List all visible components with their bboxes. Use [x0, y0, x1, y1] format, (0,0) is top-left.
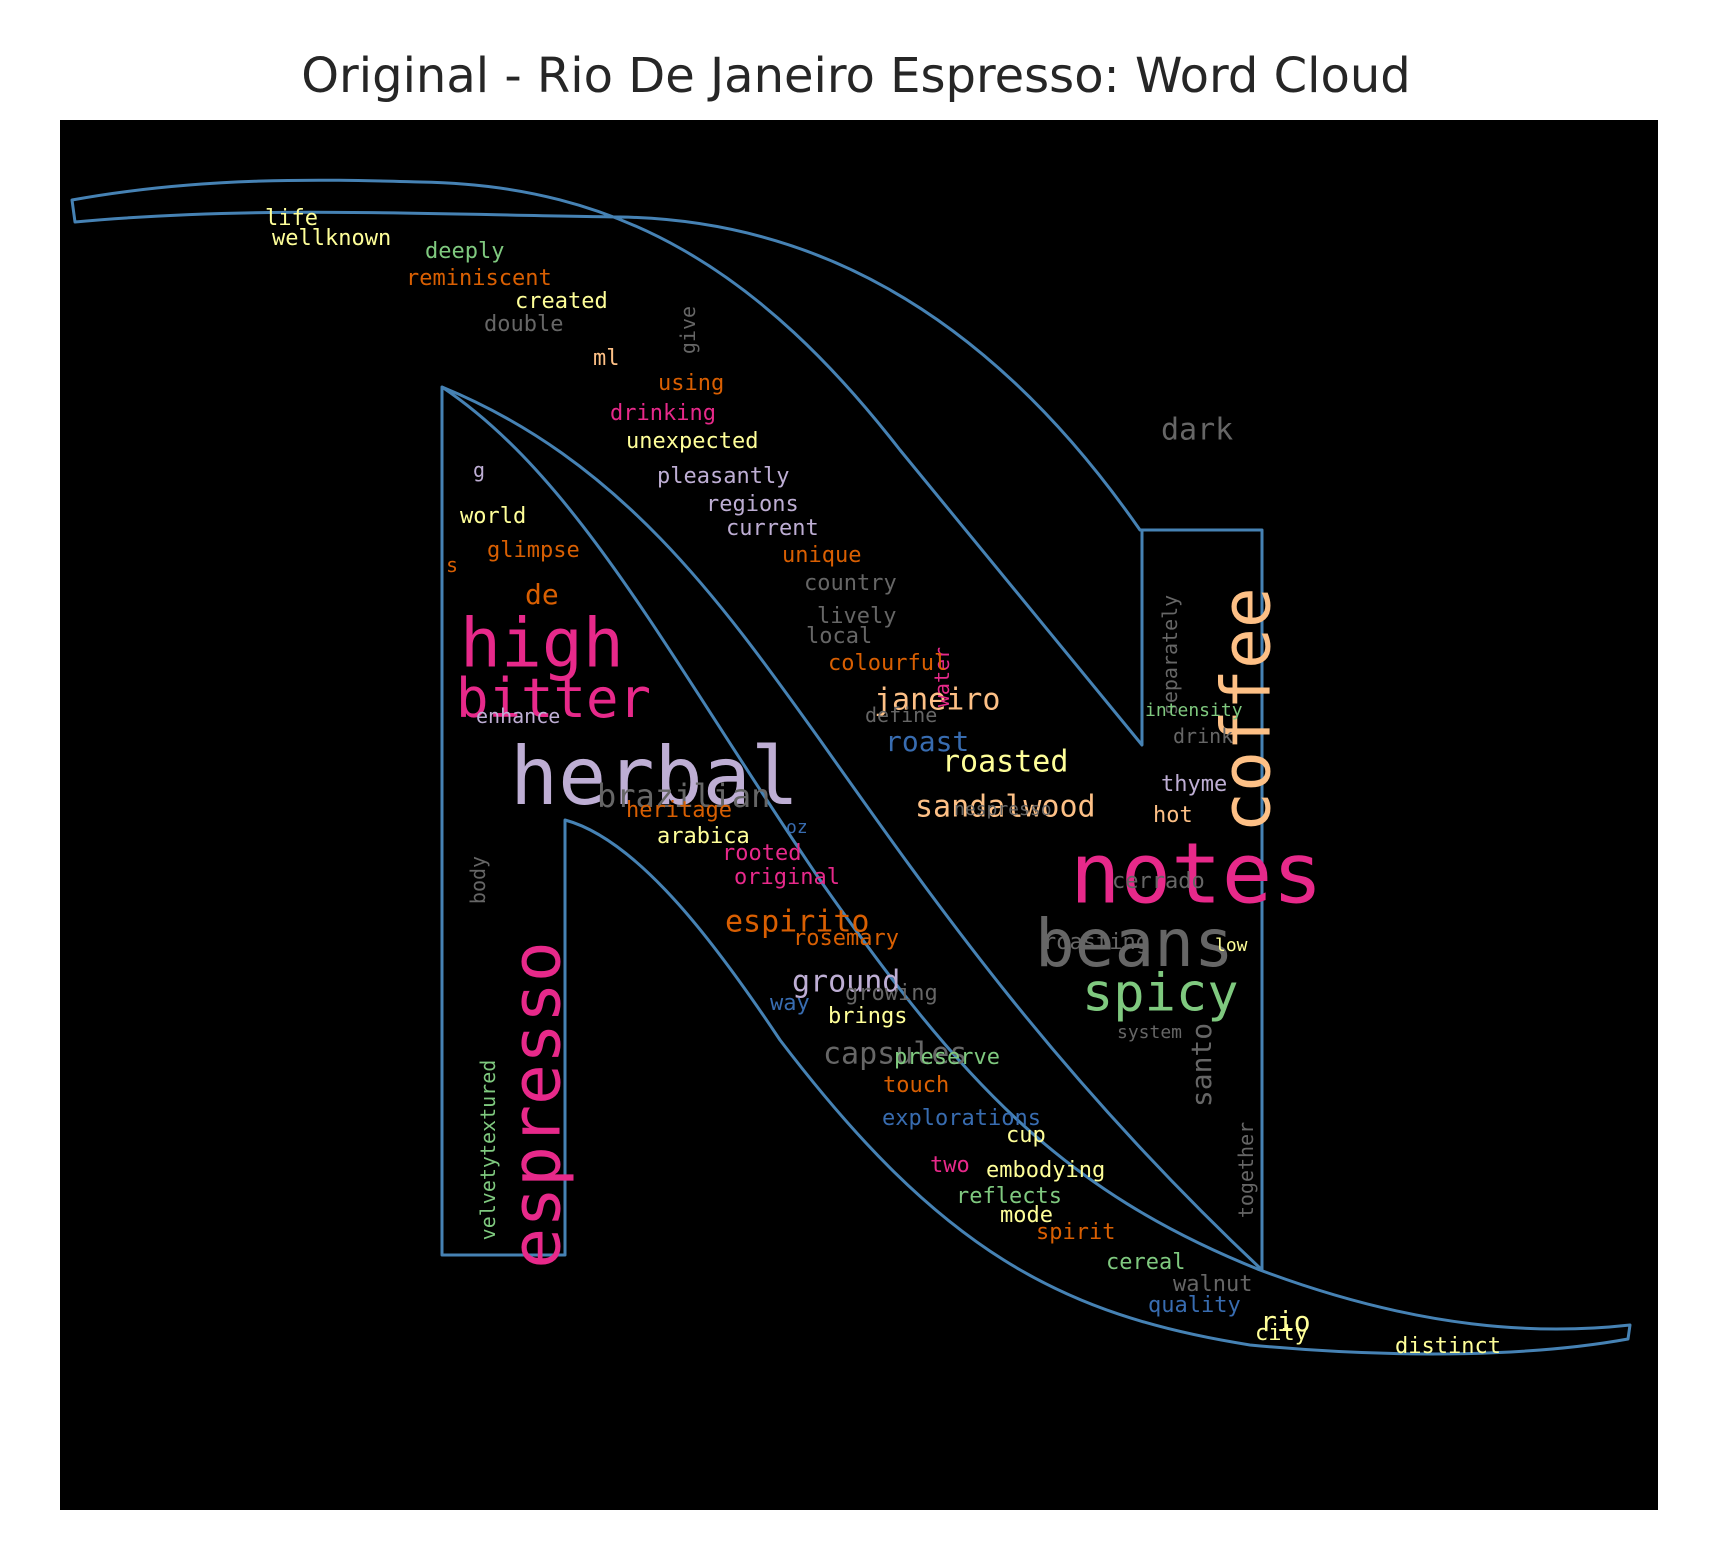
word-coffee: coffee	[1208, 587, 1287, 833]
word-cerrado: cerrado	[1112, 869, 1205, 894]
word-reminiscent: reminiscent	[406, 266, 552, 291]
word-capsules: capsules	[823, 1037, 968, 1072]
word-quality: quality	[1148, 1293, 1241, 1318]
word-two: two	[930, 1153, 970, 1178]
word-hot: hot	[1153, 803, 1193, 828]
word-pleasantly: pleasantly	[657, 464, 789, 489]
word-g: g	[473, 458, 485, 482]
word-reflects: reflects	[956, 1184, 1062, 1209]
word-embodying: embodying	[986, 1158, 1105, 1183]
word-regions: regions	[706, 492, 799, 517]
word-sandalwood: sandalwood	[915, 790, 1096, 825]
word-spicy: spicy	[1082, 964, 1239, 1024]
word-separately: separately	[1158, 595, 1182, 715]
word-santo: santo	[1185, 1023, 1218, 1107]
word-together: together	[1234, 1122, 1258, 1218]
word-rooted: rooted	[722, 841, 801, 866]
word-current: current	[726, 516, 819, 541]
word-ml: ml	[593, 346, 620, 371]
word-group: notes herbal espresso coffee beans highbitter…	[265, 206, 1501, 1359]
word-body: body	[466, 856, 490, 904]
logo-outline-left-stem	[440, 385, 1632, 1356]
word-intensity: intensity	[1145, 700, 1243, 721]
word-roasting: roasting	[1043, 930, 1149, 955]
word-rio: rio	[1260, 1305, 1311, 1338]
figure-title: Original - Rio De Janeiro Espresso: Word…	[301, 48, 1411, 104]
word-cup: cup	[1006, 1123, 1046, 1148]
word-system: system	[1117, 1022, 1182, 1043]
word-espresso: espresso	[498, 941, 577, 1269]
word-oz: oz	[786, 817, 808, 838]
word-cereal: cereal	[1106, 1250, 1185, 1275]
word-beans: beans	[1035, 905, 1234, 982]
word-wellknown: wellknown	[272, 226, 391, 251]
word-double: double	[484, 312, 563, 337]
word-water: water	[930, 647, 954, 707]
word-nespresso: nespresso	[954, 799, 1052, 820]
word-herbal: herbal	[510, 730, 799, 823]
word-created: created	[515, 289, 608, 314]
word-local: local	[806, 624, 872, 649]
word-drink: drink	[1173, 724, 1233, 748]
word-enhance: enhance	[476, 704, 560, 728]
word-deeply: deeply	[425, 239, 504, 264]
word-low: low	[1215, 935, 1248, 956]
word-way: way	[770, 991, 810, 1016]
word-original: original	[734, 865, 840, 890]
word-drinking: drinking	[610, 401, 716, 426]
word-unique: unique	[782, 543, 861, 568]
word-city: city	[1255, 1321, 1308, 1346]
word-bitter: bitter	[456, 667, 651, 730]
word-spirit: spirit	[1036, 1220, 1115, 1245]
word-preserve: preserve	[894, 1045, 1000, 1070]
word-lively: lively	[817, 604, 896, 629]
word-roasted: roasted	[942, 745, 1068, 780]
word-velvetytextured: velvetytextured	[476, 1060, 500, 1241]
word-rosemary: rosemary	[793, 926, 899, 951]
word-glimpse: glimpse	[487, 538, 580, 563]
word-unexpected: unexpected	[626, 429, 758, 454]
word-espirito: espirito	[725, 905, 870, 940]
word-notes: notes	[1070, 824, 1323, 922]
word-country: country	[804, 571, 897, 596]
word-give: give	[676, 306, 700, 354]
logo-outline-right-stem	[441, 385, 1264, 1272]
word-dark: dark	[1161, 413, 1233, 448]
word-high: high	[460, 605, 624, 684]
logo-outline-swoosh-top	[70, 178, 1144, 747]
logo-outline	[70, 178, 1632, 1356]
word-using: using	[658, 371, 724, 396]
word-colourful: colourful	[828, 651, 947, 676]
word-ground: ground	[792, 965, 900, 1000]
word-de: de	[525, 578, 559, 611]
word-brazilian: brazilian	[597, 777, 770, 815]
word-arabica: arabica	[657, 824, 750, 849]
word-janeiro: janeiro	[874, 683, 1000, 718]
word-s: s	[446, 553, 458, 577]
word-growing: growing	[845, 981, 938, 1006]
word-walnut: walnut	[1173, 1272, 1252, 1297]
word-mode: mode	[1000, 1203, 1053, 1228]
word-heritage: heritage	[626, 798, 732, 823]
word-life: life	[265, 206, 318, 231]
word-explorations: explorations	[882, 1106, 1041, 1131]
word-distinct: distinct	[1395, 1334, 1501, 1359]
word-world: world	[460, 504, 526, 529]
word-thyme: thyme	[1161, 772, 1227, 797]
word-cloud-canvas: notes herbal espresso coffee beans high bitter…	[60, 120, 1658, 1510]
word-touch: touch	[883, 1073, 949, 1098]
word-cloud: notes herbal espresso coffee beans highbitter…	[70, 178, 1632, 1359]
word-brings: brings	[828, 1004, 907, 1029]
word-roast: roast	[885, 725, 969, 758]
word-define: define	[865, 703, 937, 727]
